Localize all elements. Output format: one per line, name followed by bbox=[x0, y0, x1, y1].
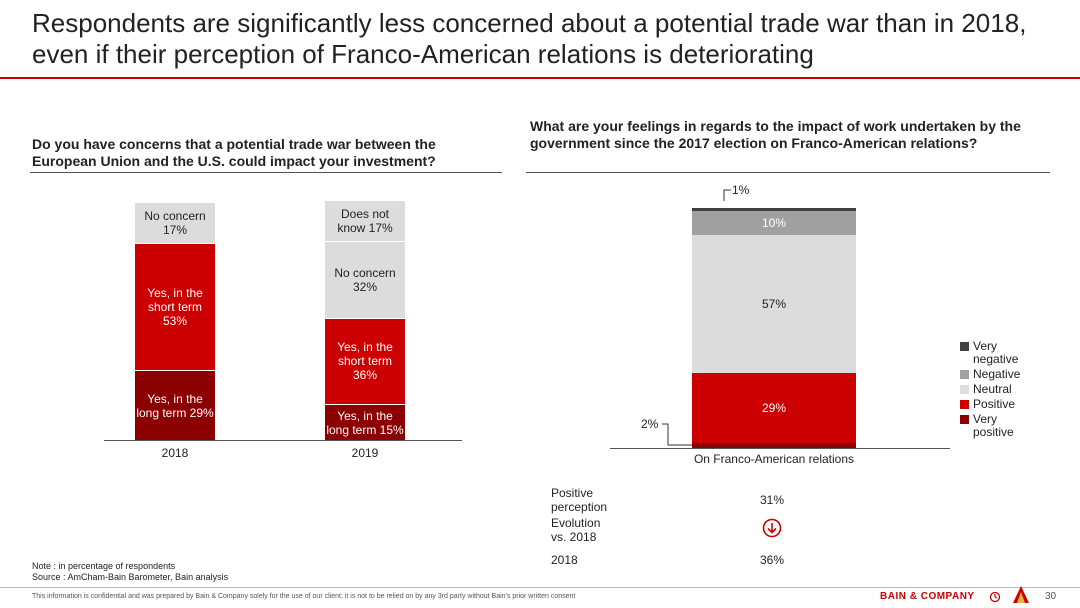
leader-line-1pct bbox=[723, 189, 731, 201]
bar-segment-2019-no-concern: No concern 32% bbox=[325, 240, 405, 318]
source-text: Source : AmCham-Bain Barometer, Bain ana… bbox=[32, 572, 229, 582]
legend-item-very-negative: Very negative bbox=[960, 340, 1045, 366]
bar-segment-negative: 10% bbox=[692, 210, 856, 236]
brand-clock-icon bbox=[989, 591, 1001, 603]
note-text: Note : in percentage of respondents bbox=[32, 561, 176, 571]
bar-segment-2018-yes-in-the-long-term: Yes, in the long term 29% bbox=[135, 370, 215, 440]
page-number: 30 bbox=[1045, 591, 1057, 602]
page-title: Respondents are significantly less conce… bbox=[32, 8, 1027, 69]
footer-divider bbox=[0, 587, 1080, 588]
right-question-divider bbox=[526, 172, 1050, 173]
legend-label: Positive bbox=[973, 397, 1016, 411]
legend-item-neutral: Neutral bbox=[960, 383, 1045, 396]
legend-label: Very positive bbox=[973, 412, 1014, 439]
category-label-relations: On Franco-American relations bbox=[693, 452, 855, 466]
bar-segment-positive: 29% bbox=[692, 372, 856, 444]
left-question: Do you have concerns that a potential tr… bbox=[32, 136, 436, 169]
bar-segment-2019-does-not-know: Does not know 17% bbox=[325, 200, 405, 241]
leader-line-2pct bbox=[662, 423, 692, 446]
bar-segment-2019-yes-in-the-short-term: Yes, in the short term 36% bbox=[325, 317, 405, 404]
legend-swatch bbox=[960, 342, 969, 351]
legend-item-negative: Negative bbox=[960, 368, 1045, 381]
legend-swatch bbox=[960, 400, 969, 409]
left-chart-axis bbox=[104, 440, 462, 441]
brand-logo-text: BAIN & COMPANY bbox=[880, 591, 975, 602]
category-label-2018: 2018 bbox=[161, 446, 189, 460]
legend-item-very-positive: Very positive bbox=[960, 413, 1045, 439]
footnote: Note : in percentage of respondents Sour… bbox=[32, 561, 228, 583]
legend-label: Very negative bbox=[973, 339, 1019, 366]
right-chart-axis bbox=[610, 448, 950, 449]
right-question: What are your feelings in regards to the… bbox=[530, 118, 1021, 151]
positive-perception-value: 31% bbox=[760, 493, 785, 507]
down-arrow-circle-icon bbox=[762, 518, 782, 538]
legend-item-positive: Positive bbox=[960, 398, 1045, 411]
legend-swatch bbox=[960, 370, 969, 379]
legend-swatch bbox=[960, 385, 969, 394]
segment-label-very-positive: 2% bbox=[641, 417, 659, 431]
bar-segment-2019-yes-in-the-long-term: Yes, in the long term 15% bbox=[325, 404, 405, 440]
chart-legend: Very negative Negative Neutral Positive Very… bbox=[960, 340, 1045, 441]
category-label-2019: 2019 bbox=[351, 446, 379, 460]
title-divider bbox=[0, 77, 1080, 79]
legend-label: Negative bbox=[973, 367, 1021, 381]
evolution-label: Evolution vs. 2018 bbox=[551, 516, 601, 544]
amcham-logo-icon bbox=[1013, 586, 1029, 603]
disclaimer-text: This information is confidential and was… bbox=[32, 593, 576, 600]
bar-segment-very-negative bbox=[692, 208, 856, 211]
legend-swatch bbox=[960, 415, 969, 424]
bar-segment-very-positive bbox=[692, 443, 856, 448]
positive-perception-label: Positive perception bbox=[551, 486, 608, 514]
year-2018-label: 2018 bbox=[551, 553, 578, 567]
legend-label: Neutral bbox=[973, 382, 1012, 396]
bar-segment-2018-yes-in-the-short-term: Yes, in the short term 53% bbox=[135, 243, 215, 371]
left-question-divider bbox=[30, 172, 502, 173]
bar-segment-2018-no-concern: No concern 17% bbox=[135, 202, 215, 244]
bar-segment-neutral: 57% bbox=[692, 235, 856, 373]
segment-label-very-negative: 1% bbox=[732, 183, 750, 197]
year-2018-value: 36% bbox=[760, 553, 785, 567]
